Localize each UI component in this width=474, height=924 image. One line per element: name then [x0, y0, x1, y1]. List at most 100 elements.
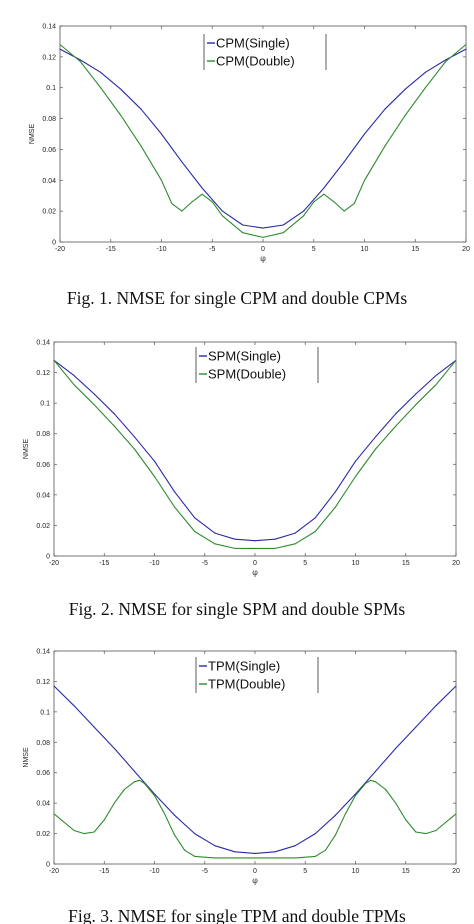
- data-point: [79, 59, 81, 61]
- x-tick-label: 15: [402, 560, 410, 567]
- data-point: [395, 747, 397, 749]
- data-point: [234, 538, 236, 540]
- data-point: [153, 793, 156, 795]
- x-tick-label: 0: [253, 560, 257, 567]
- data-point: [73, 705, 75, 707]
- data-point: [143, 782, 145, 784]
- data-point: [354, 475, 357, 478]
- data-point: [455, 813, 457, 815]
- data-point: [83, 833, 85, 835]
- data-point: [370, 779, 372, 781]
- y-tick-label: 0.04: [36, 801, 50, 808]
- data-point: [384, 145, 386, 147]
- x-tick-label: -10: [156, 246, 166, 253]
- data-point: [282, 224, 284, 226]
- y-tick-label: 0.08: [42, 116, 56, 123]
- data-point: [174, 834, 176, 836]
- data-point: [254, 857, 256, 859]
- data-point: [424, 71, 426, 73]
- data-point: [375, 770, 377, 772]
- y-tick-label: 0.1: [40, 709, 50, 716]
- data-point: [415, 393, 417, 395]
- x-tick-label: 10: [352, 560, 360, 567]
- data-point: [314, 833, 316, 835]
- data-point: [73, 384, 75, 386]
- legend-entry: CPM(Double): [216, 54, 295, 69]
- x-tick-label: -20: [49, 868, 59, 875]
- data-point: [415, 831, 417, 833]
- data-point: [405, 819, 407, 821]
- x-tick-label: -15: [106, 246, 116, 253]
- legend-entry: SPM(Double): [208, 367, 286, 382]
- x-tick-label: 10: [352, 868, 360, 875]
- x-tick-label: 5: [303, 560, 307, 567]
- data-point: [353, 202, 355, 204]
- data-point: [100, 71, 102, 73]
- y-tick-label: 0.12: [36, 679, 50, 686]
- legend: CPM(Single) CPM(Double): [203, 33, 327, 71]
- x-tick-label: 5: [303, 868, 307, 875]
- y-tick-label: 0.12: [36, 370, 50, 377]
- data-point: [465, 48, 467, 50]
- data-point: [221, 215, 223, 217]
- x-tick-label: -15: [99, 560, 109, 567]
- figure-caption: Fig. 3. NMSE for single TPM and double T…: [68, 906, 406, 924]
- data-point: [59, 48, 61, 50]
- data-point: [404, 114, 406, 117]
- data-point: [465, 43, 467, 46]
- series-line-2: [59, 44, 467, 238]
- x-tick-label: -10: [149, 868, 159, 875]
- y-tick-label: 0.06: [36, 770, 50, 777]
- data-point: [395, 413, 397, 415]
- x-tick-label: 15: [411, 246, 419, 253]
- data-point: [314, 530, 316, 533]
- data-point: [174, 491, 176, 493]
- data-point: [100, 87, 102, 89]
- data-point: [303, 215, 305, 217]
- chart-1: -20 -15 -10 -5 0 5 10 15 20 0 0.02 0.04 0.06 0.08 0.1 0…: [29, 24, 470, 309]
- legend-entry: CPM(Single): [216, 36, 290, 51]
- data-point: [153, 794, 156, 797]
- x-tick-label: -5: [202, 560, 208, 567]
- data-point: [93, 404, 95, 406]
- legend: TPM(Single) TPM(Double): [195, 656, 319, 694]
- data-point: [385, 788, 387, 790]
- legend-entry: SPM(Single): [208, 349, 281, 364]
- data-point: [455, 359, 457, 361]
- data-point: [153, 475, 156, 478]
- x-tick-label: 10: [361, 246, 369, 253]
- data-point: [160, 133, 163, 135]
- data-point: [73, 375, 75, 377]
- x-tick-label: -20: [49, 560, 59, 567]
- data-point: [234, 547, 236, 549]
- data-point: [242, 232, 244, 234]
- figure-caption: Fig. 2. NMSE for single SPM and double S…: [69, 599, 406, 619]
- y-tick-label: 0.06: [42, 147, 56, 154]
- data-point: [254, 547, 256, 549]
- data-point: [395, 802, 397, 804]
- y-tick-label: 0.02: [36, 831, 50, 838]
- data-point: [113, 802, 115, 804]
- data-point: [211, 201, 213, 203]
- data-point: [274, 547, 276, 549]
- data-point: [254, 540, 256, 542]
- data-point: [435, 375, 437, 377]
- data-point: [384, 108, 386, 110]
- data-point: [354, 793, 357, 795]
- x-tick-label: 15: [402, 868, 410, 875]
- y-tick-label: 0: [52, 240, 56, 247]
- data-point: [113, 413, 115, 415]
- data-point: [194, 855, 196, 857]
- x-axis-label: φ: [252, 876, 258, 885]
- y-tick-label: 0.08: [36, 740, 50, 747]
- data-point: [363, 133, 366, 135]
- data-point: [404, 88, 406, 90]
- data-point: [375, 448, 377, 450]
- series-line-1: [53, 685, 457, 854]
- y-axis-label: NMSE: [29, 124, 36, 145]
- data-point: [314, 517, 316, 519]
- data-point: [344, 813, 347, 815]
- x-tick-label: -20: [55, 246, 65, 253]
- data-point: [294, 532, 296, 534]
- x-tick-label: -5: [209, 246, 215, 253]
